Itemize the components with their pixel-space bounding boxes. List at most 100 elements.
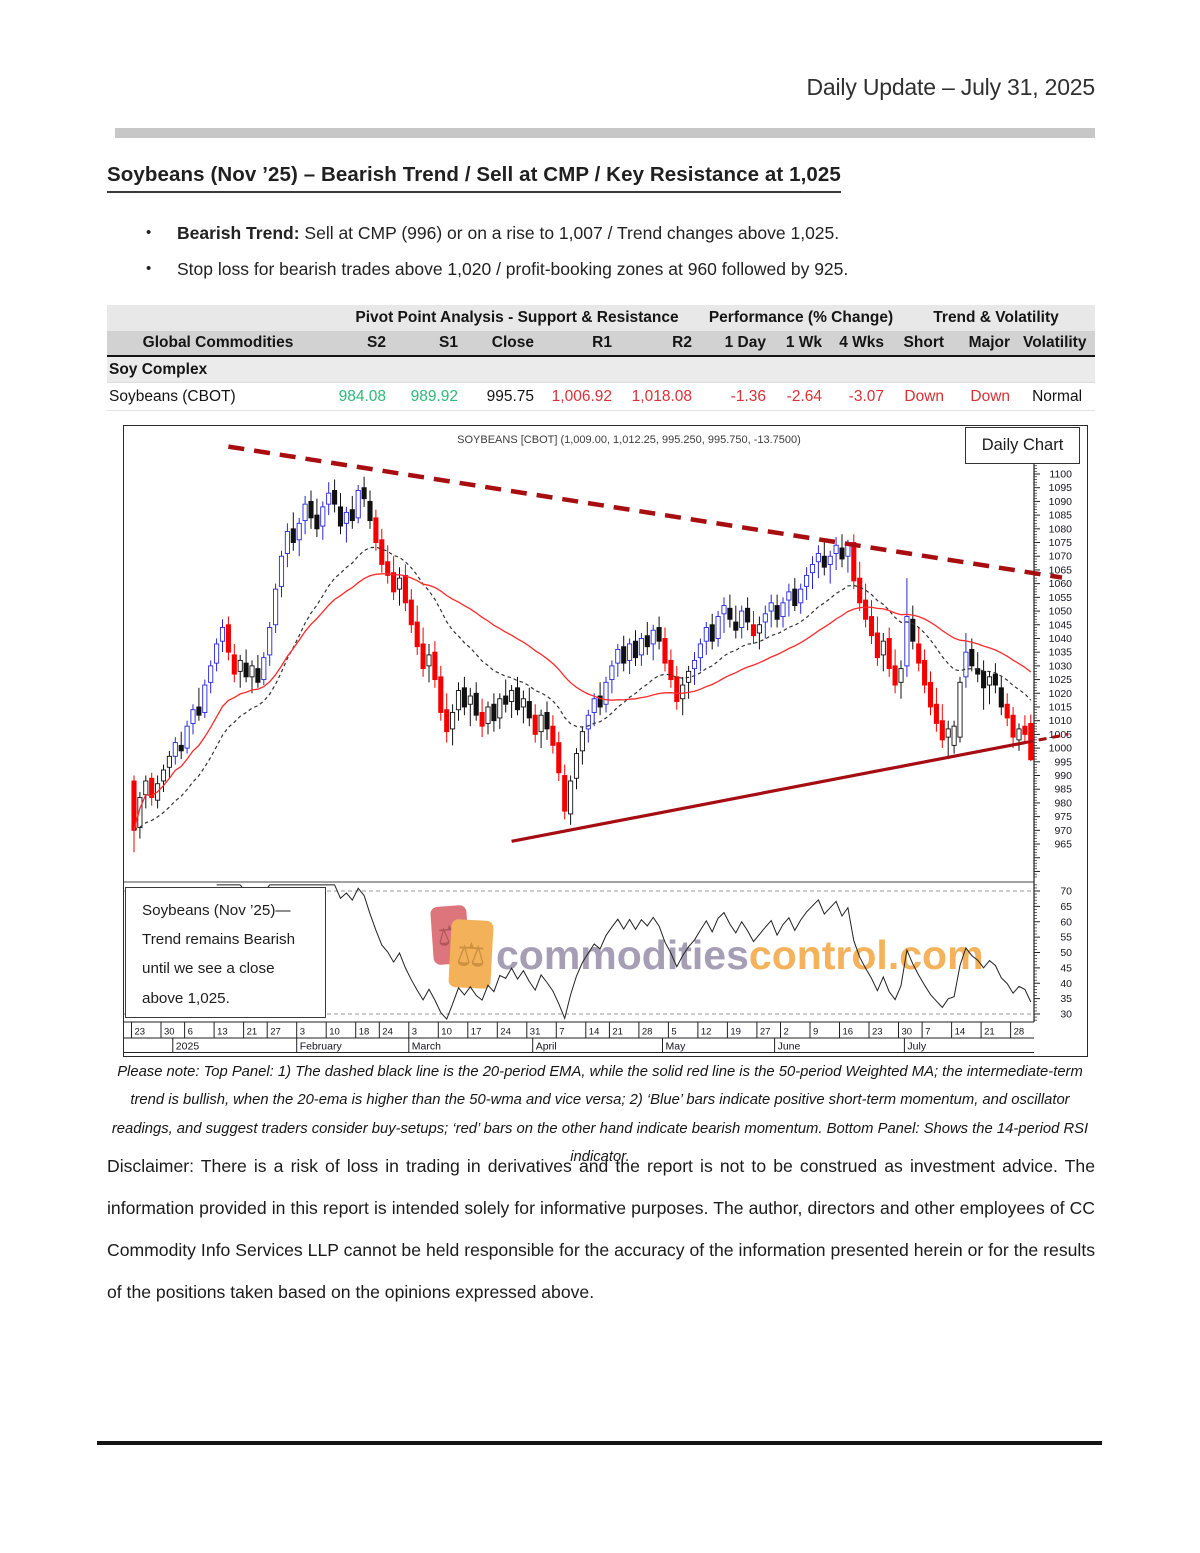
svg-text:July: July [907,1041,926,1053]
svg-text:1085: 1085 [1049,510,1073,522]
svg-text:February: February [300,1041,343,1053]
svg-text:70: 70 [1060,886,1072,898]
header-divider-bar [115,128,1095,138]
table-cell: -2.64 [779,382,835,411]
table-cell: 984.08 [329,382,399,411]
svg-text:10: 10 [441,1027,452,1038]
bullet-lead: Bearish Trend: [177,223,300,243]
svg-text:SOYBEANS [CBOT] (1,009.00, 1,0: SOYBEANS [CBOT] (1,009.00, 1,012.25, 995… [457,434,801,446]
column-header: Global Commodities [107,331,329,357]
bullet-item: Stop loss for bearish trades above 1,020… [144,257,1074,282]
svg-text:1020: 1020 [1049,688,1073,700]
table-group-header: Pivot Point Analysis - Support & Resista… [329,305,705,331]
disclaimer-text: Disclaimer: There is a risk of loss in t… [107,1156,1095,1302]
daily-chart-panel: ⚖ ⚖ commoditiescontrol.com 9659709759809… [123,425,1088,1057]
svg-text:May: May [666,1041,687,1053]
svg-text:March: March [412,1041,441,1053]
table-row: Soybeans (CBOT) 984.08 989.92 995.75 1,006.9… [107,382,1096,411]
column-header: Volatility [1023,331,1096,357]
svg-text:970: 970 [1054,825,1072,837]
svg-text:23: 23 [135,1027,146,1038]
candles [131,476,1034,853]
footer-rule [97,1441,1102,1445]
svg-text:23: 23 [872,1027,883,1038]
column-header: S2 [329,331,399,357]
svg-text:1095: 1095 [1049,482,1073,494]
svg-text:6: 6 [188,1027,193,1038]
table-cell: 995.75 [471,382,547,411]
svg-text:995: 995 [1054,756,1072,768]
table-cell: Soybeans (CBOT) [107,382,329,411]
svg-text:975: 975 [1054,811,1072,823]
svg-text:9: 9 [813,1027,818,1038]
section-label: Soy Complex [107,356,1096,383]
svg-text:1045: 1045 [1049,619,1073,631]
table-cell: 1,018.08 [625,382,705,411]
svg-text:24: 24 [500,1027,511,1038]
svg-text:31: 31 [530,1027,541,1038]
watermark: ⚖ ⚖ commoditiescontrol.com [430,904,984,996]
svg-text:1015: 1015 [1049,701,1073,713]
table-group-header: Performance (% Change) [705,305,898,331]
column-header: S1 [399,331,471,357]
table-group-header [107,305,329,331]
page-title: Soybeans (Nov ’25) – Bearish Trend / Sel… [107,163,841,193]
svg-text:1055: 1055 [1049,592,1073,604]
table-cell: -3.07 [835,382,898,411]
svg-text:27: 27 [760,1027,771,1038]
svg-text:21: 21 [247,1027,258,1038]
svg-text:3: 3 [300,1027,305,1038]
trendlines [228,444,1069,843]
table-cell: 1,006.92 [547,382,625,411]
svg-text:30: 30 [902,1027,913,1038]
column-header: 1 Wk [779,331,835,357]
column-header: 1 Day [705,331,779,357]
svg-text:65: 65 [1060,901,1072,913]
table-cell: Down [957,382,1024,411]
svg-text:1040: 1040 [1049,633,1073,645]
svg-text:16: 16 [843,1027,854,1038]
column-header: 4 Wks [835,331,898,357]
svg-text:1025: 1025 [1049,674,1073,686]
svg-text:1100: 1100 [1049,469,1072,481]
svg-text:990: 990 [1054,770,1072,782]
bullet-text: Sell at CMP (996) or on a rise to 1,007 … [299,223,840,243]
svg-text:1000: 1000 [1049,743,1073,755]
chart-footnote: Please note: Top Panel: 1) The dashed bl… [111,1064,1089,1166]
chart-annotation: Soybeans (Nov ’25)— Trend remains Bearis… [125,887,326,1018]
svg-text:1010: 1010 [1049,715,1073,727]
svg-text:50: 50 [1060,947,1072,959]
svg-text:3: 3 [412,1027,417,1038]
svg-text:June: June [778,1041,801,1053]
table-header-row: Global Commodities S2 S1 Close R1 R2 1 Day 1 Wk… [107,331,1096,357]
date-axis: 23 30 6 13 21 27 3 10 18 24 3 10 17 24 31 7 14 21 28 5 12 19 2… [124,1022,1034,1053]
column-header: Close [471,331,547,357]
table-group-header-row: Pivot Point Analysis - Support & Resista… [107,305,1096,331]
daily-chart-label: Daily Chart [965,427,1080,464]
svg-text:60: 60 [1060,916,1072,928]
moving-averages [133,546,1032,831]
table-section-row: Soy Complex [107,356,1096,383]
pivot-point-table: Pivot Point Analysis - Support & Resista… [107,305,1096,411]
svg-text:30: 30 [164,1027,175,1038]
column-header: R1 [547,331,625,357]
svg-text:40: 40 [1060,978,1072,990]
svg-text:980: 980 [1054,797,1072,809]
bullet-text: Stop loss for bearish trades above 1,020… [177,258,849,279]
svg-text:14: 14 [955,1027,966,1038]
svg-text:14: 14 [589,1027,600,1038]
svg-text:18: 18 [359,1027,370,1038]
svg-text:1080: 1080 [1049,523,1073,535]
svg-text:7: 7 [925,1027,930,1038]
column-header: Major [957,331,1024,357]
price-chart-svg: 9659709759809859909951000100510101015102… [124,432,1073,1053]
bullet-item: Bearish Trend: Sell at CMP (996) or on a… [144,221,1074,246]
table-group-header: Trend & Volatility [897,305,1096,331]
report-date-line: Daily Update – July 31, 2025 [806,74,1096,100]
column-header: R2 [625,331,705,357]
svg-text:2: 2 [784,1027,789,1038]
svg-text:7: 7 [559,1027,564,1038]
table-cell: 989.92 [399,382,471,411]
svg-text:5: 5 [671,1027,676,1038]
